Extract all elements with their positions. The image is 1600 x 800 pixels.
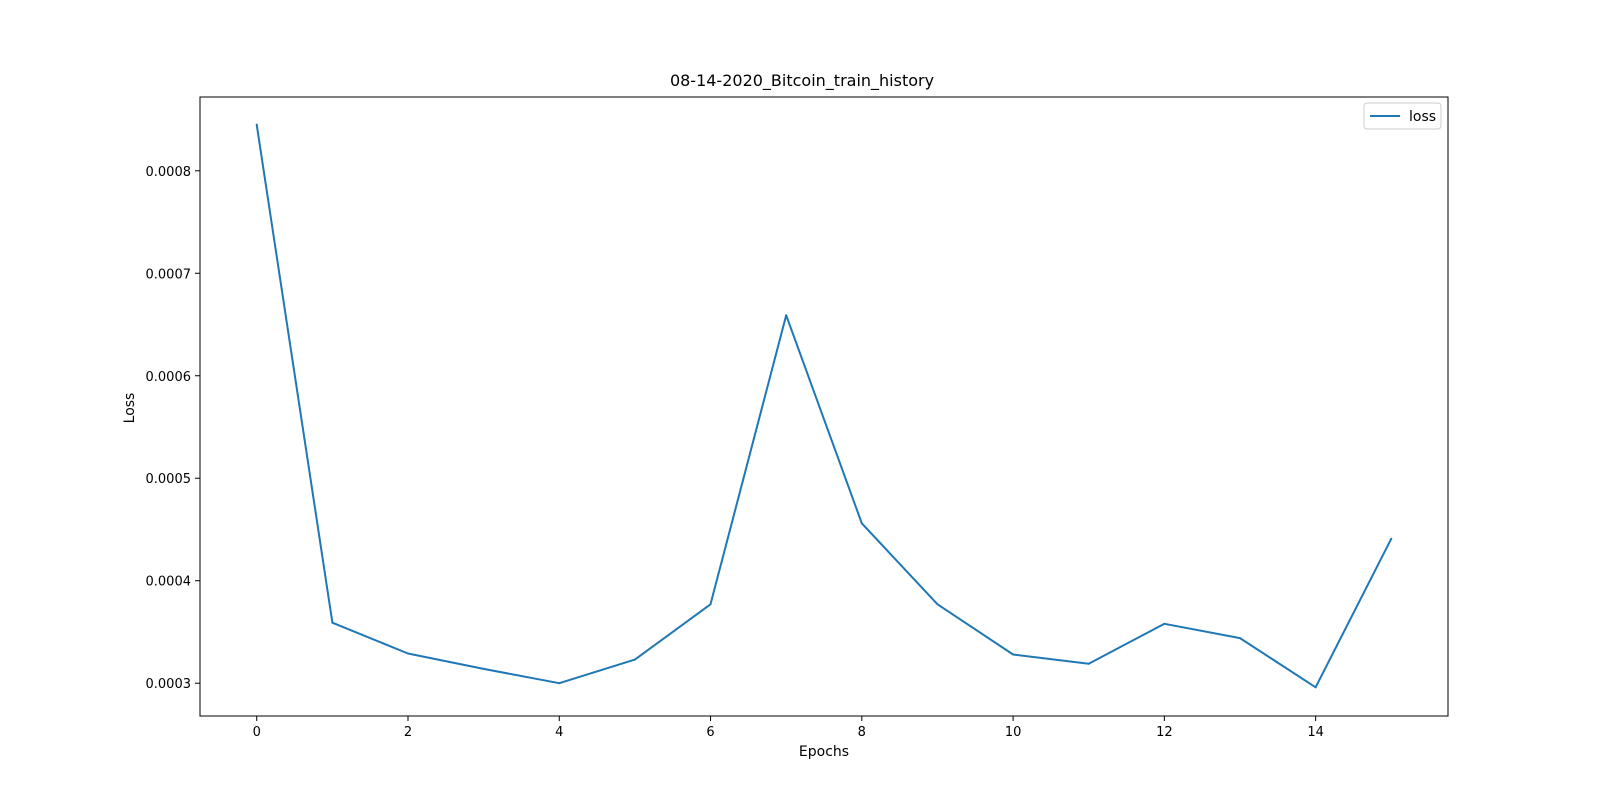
data-point <box>1390 537 1393 540</box>
x-tick-label: 14 <box>1307 725 1324 740</box>
data-point <box>482 667 485 670</box>
x-tick-label: 12 <box>1156 725 1173 740</box>
data-point <box>407 652 409 655</box>
x-axis-label: Epochs <box>799 744 849 760</box>
legend-label-loss: loss <box>1409 109 1436 125</box>
x-axis-ticks: 0 2 4 6 8 10 12 14 <box>253 716 1324 740</box>
plot-area <box>199 96 1449 717</box>
x-tick-label: 8 <box>858 725 866 740</box>
data-point <box>785 314 788 317</box>
data-point <box>709 603 712 606</box>
y-tick-label: 0.0008 <box>146 165 192 180</box>
data-point <box>860 522 863 525</box>
series-layer <box>255 123 1393 689</box>
series-line-loss <box>255 124 1393 689</box>
y-axis-label: Loss <box>122 393 138 424</box>
data-point <box>1314 686 1317 689</box>
data-point <box>1087 662 1090 665</box>
x-tick-label: 2 <box>404 725 412 740</box>
y-tick-label: 0.0004 <box>146 575 192 590</box>
y-tick-label: 0.0007 <box>146 267 192 282</box>
data-point <box>331 621 334 624</box>
chart-title: 08-14-2020_Bitcoin_train_history <box>670 71 934 91</box>
axes-frame <box>199 96 1449 717</box>
data-point <box>936 603 939 606</box>
data-point <box>255 123 258 126</box>
x-tick-label: 4 <box>555 725 563 740</box>
data-point <box>1012 653 1015 656</box>
y-tick-label: 0.0005 <box>146 472 192 487</box>
y-axis-ticks: 0.0003 0.0004 0.0005 0.0006 0.0007 0.0008 <box>146 165 200 692</box>
legend: loss <box>1363 102 1442 130</box>
x-tick-label: 10 <box>1005 725 1022 740</box>
legend-box <box>1363 102 1442 130</box>
data-point <box>633 658 636 661</box>
y-tick-label: 0.0006 <box>146 370 192 385</box>
y-tick-label: 0.0003 <box>146 677 192 692</box>
data-point <box>558 682 561 685</box>
x-tick-label: 6 <box>706 725 714 740</box>
data-point <box>1163 622 1166 625</box>
data-point <box>1239 637 1241 640</box>
x-tick-label: 0 <box>253 725 261 740</box>
